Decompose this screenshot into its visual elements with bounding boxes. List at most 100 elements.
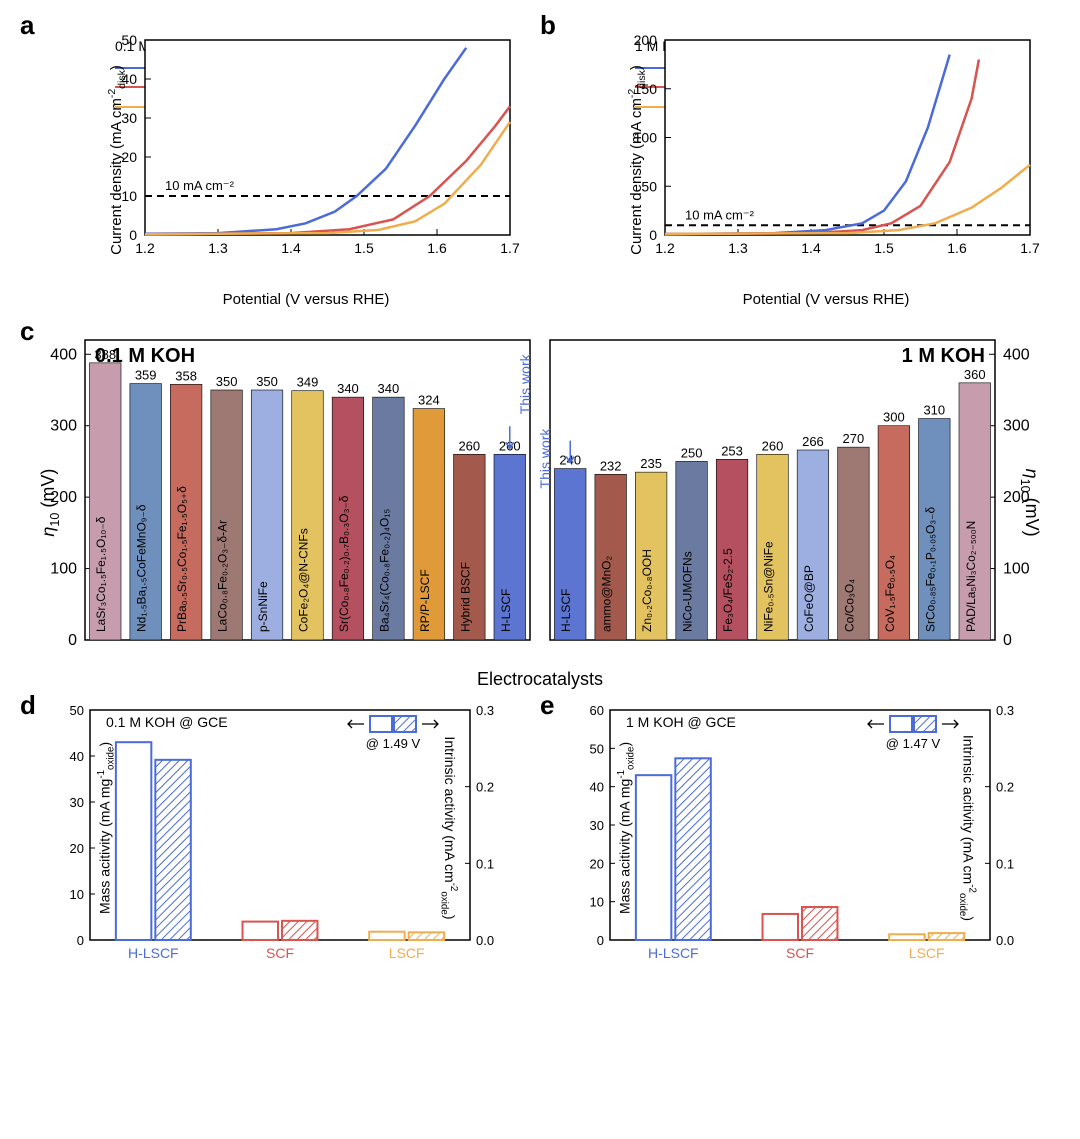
svg-text:266: 266 <box>802 434 824 449</box>
svg-text:@ 1.49 V: @ 1.49 V <box>366 736 421 751</box>
svg-text:40: 40 <box>70 749 84 764</box>
svg-text:10: 10 <box>590 895 604 910</box>
svg-text:H-LSCF: H-LSCF <box>648 945 699 961</box>
svg-text:30: 30 <box>590 818 604 833</box>
panel-b-label: b <box>540 10 556 41</box>
svg-text:388: 388 <box>94 347 116 362</box>
svg-text:This work: This work <box>537 428 553 489</box>
svg-text:100: 100 <box>1003 561 1030 578</box>
svg-text:349: 349 <box>297 375 319 390</box>
svg-text:50: 50 <box>590 741 604 756</box>
svg-text:260: 260 <box>458 438 480 453</box>
svg-text:20: 20 <box>590 856 604 871</box>
svg-text:350: 350 <box>216 374 238 389</box>
panel-a-label: a <box>20 10 34 41</box>
svg-text:CoFe₂O₄@N-CNFs: CoFe₂O₄@N-CNFs <box>297 528 311 632</box>
svg-text:Co/Co₃O₄: Co/Co₃O₄ <box>842 579 856 632</box>
svg-text:LSCF: LSCF <box>389 945 425 961</box>
svg-text:0: 0 <box>77 933 84 948</box>
svg-text:324: 324 <box>418 393 440 408</box>
svg-text:RP/P-LSCF: RP/P-LSCF <box>418 569 432 632</box>
svg-text:0: 0 <box>68 632 77 649</box>
svg-text:CoFeO@BP: CoFeO@BP <box>802 565 816 632</box>
svg-text:SCF: SCF <box>266 945 294 961</box>
svg-text:0.1: 0.1 <box>996 856 1014 871</box>
svg-text:235: 235 <box>640 456 662 471</box>
panel-d: d 0.1 M KOH @ GCE Mass acitivity (mA mg-… <box>20 690 540 970</box>
svg-text:0: 0 <box>597 933 604 948</box>
svg-text:H-LSCF: H-LSCF <box>128 945 179 961</box>
svg-text:300: 300 <box>50 418 77 435</box>
svg-text:1.2: 1.2 <box>655 240 675 256</box>
panel-c-label: c <box>20 316 34 347</box>
panel-d-yright-label: Intrinsic activity (mA cm-2oxide) <box>438 736 458 919</box>
panel-c-xlabel: Electrocatalysts <box>477 669 603 690</box>
panel-e-title: 1 M KOH @ GCE <box>626 714 736 730</box>
svg-text:0.2: 0.2 <box>476 780 494 795</box>
panel-d-yleft-label: Mass acitivity (mA mg-1oxide) <box>96 742 116 914</box>
panel-a-xlabel: Potential (V versus RHE) <box>223 291 390 308</box>
svg-text:1.3: 1.3 <box>208 240 228 256</box>
svg-text:0.1: 0.1 <box>476 856 494 871</box>
panel-d-label: d <box>20 690 36 721</box>
svg-text:Ba₄Sr₄(Co₀.₈Fe₀.₂)₄O₁₅: Ba₄Sr₄(Co₀.₈Fe₀.₂)₄O₁₅ <box>377 509 391 632</box>
svg-text:Fe₃O₄/FeS₂-2.5: Fe₃O₄/FeS₂-2.5 <box>721 548 735 632</box>
svg-text:358: 358 <box>175 368 197 383</box>
svg-text:40: 40 <box>590 780 604 795</box>
svg-text:1.6: 1.6 <box>427 240 447 256</box>
svg-text:1.5: 1.5 <box>354 240 374 256</box>
svg-text:1.5: 1.5 <box>874 240 894 256</box>
svg-text:0: 0 <box>649 227 657 243</box>
svg-text:@ 1.47 V: @ 1.47 V <box>886 736 941 751</box>
svg-text:260: 260 <box>762 438 784 453</box>
svg-text:H-LSCF: H-LSCF <box>499 589 513 632</box>
svg-text:1.3: 1.3 <box>728 240 748 256</box>
svg-text:0.2: 0.2 <box>996 780 1014 795</box>
svg-text:LaSr₃Co₁.₅Fe₁.₅O₁₀₋δ: LaSr₃Co₁.₅Fe₁.₅O₁₀₋δ <box>94 516 108 632</box>
svg-text:270: 270 <box>843 431 865 446</box>
panel-a: a 0.1 M KOH @ GCE H-LSCFSCFLSCF 1.21.31.… <box>20 10 540 310</box>
panel-b-ylabel: Current density (mA cm-2disk) <box>626 65 648 255</box>
svg-text:360: 360 <box>964 367 986 382</box>
svg-text:1.4: 1.4 <box>281 240 301 256</box>
row-de: d 0.1 M KOH @ GCE Mass acitivity (mA mg-… <box>20 690 1060 970</box>
svg-text:300: 300 <box>883 410 905 425</box>
svg-text:PrBa₀.₅Sr₀.₅Co₁.₅Fe₁.₅O₅₊δ: PrBa₀.₅Sr₀.₅Co₁.₅Fe₁.₅O₅₊δ <box>175 486 189 632</box>
panel-c-ylabel-right: η10 (mV) <box>1018 469 1042 537</box>
svg-text:1.7: 1.7 <box>1020 240 1040 256</box>
svg-text:10: 10 <box>70 887 84 902</box>
row-ab: a 0.1 M KOH @ GCE H-LSCFSCFLSCF 1.21.31.… <box>20 10 1060 310</box>
svg-text:200: 200 <box>634 32 658 48</box>
panel-c-ylabel-left: η10 (mV) <box>38 469 62 537</box>
svg-text:0.0: 0.0 <box>996 933 1014 948</box>
svg-text:NiCo-UMOFNs: NiCo-UMOFNs <box>681 551 695 632</box>
svg-text:250: 250 <box>681 445 703 460</box>
svg-text:ammo@MnO₂: ammo@MnO₂ <box>600 555 614 632</box>
svg-text:0.3: 0.3 <box>996 703 1014 718</box>
figure-root: a 0.1 M KOH @ GCE H-LSCF SCF LSCF 1.2 1.3 1.… <box>0 0 1080 990</box>
svg-text:340: 340 <box>337 381 359 396</box>
panel-b-xlabel: Potential (V versus RHE) <box>743 291 910 308</box>
svg-text:CoV₁.₅Fe₀.₅O₄: CoV₁.₅Fe₀.₅O₄ <box>883 555 897 632</box>
svg-text:Hybrid BSCF: Hybrid BSCF <box>458 562 472 632</box>
panel-d-title: 0.1 M KOH @ GCE <box>106 714 228 730</box>
svg-text:p-SnNiFe: p-SnNiFe <box>256 581 270 632</box>
svg-text:SCF: SCF <box>786 945 814 961</box>
svg-text:0.3: 0.3 <box>476 703 494 718</box>
panel-e-label: e <box>540 690 554 721</box>
panel-a-ylabel: Current density (mA cm-2disk) <box>106 65 128 255</box>
svg-text:Sr(Co₀.₈Fe₀.₂)₀.₇B₀.₃O₃₋δ: Sr(Co₀.₈Fe₀.₂)₀.₇B₀.₃O₃₋δ <box>337 495 351 632</box>
svg-text:1.6: 1.6 <box>947 240 967 256</box>
svg-text:0: 0 <box>1003 632 1012 649</box>
svg-text:60: 60 <box>590 703 604 718</box>
svg-text:NiFe₀.₅Sn@NiFe: NiFe₀.₅Sn@NiFe <box>762 541 776 632</box>
svg-text:50: 50 <box>70 703 84 718</box>
svg-text:LaCo₀.₈Fe₀.₂O₃₋δ-Ar: LaCo₀.₈Fe₀.₂O₃₋δ-Ar <box>216 520 230 632</box>
svg-text:10 mA cm⁻²: 10 mA cm⁻² <box>685 207 755 222</box>
svg-text:350: 350 <box>256 374 278 389</box>
svg-text:0: 0 <box>129 227 137 243</box>
svg-text:300: 300 <box>1003 418 1030 435</box>
panel-e-yleft-label: Mass acitivity (mA mg-1oxide) <box>616 742 636 914</box>
panel-c-plot: 010020030040001002003004000.1 M KOH1 M K… <box>20 320 1060 670</box>
panel-e-yright-label: Intrinsic acitivity (mA cm-2oxide) <box>957 735 977 921</box>
